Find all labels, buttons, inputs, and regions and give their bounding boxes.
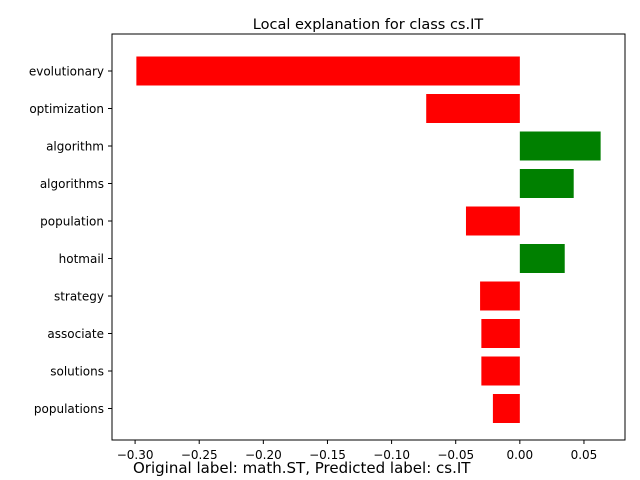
chart-title: Local explanation for class cs.IT: [253, 17, 484, 33]
y-tick-label: algorithms: [40, 177, 104, 191]
bar-populations: [492, 394, 520, 423]
bars: [136, 56, 601, 423]
x-tick-label: −0.15: [309, 448, 346, 462]
bar-evolutionary: [136, 56, 520, 86]
bar-algorithm: [519, 131, 601, 161]
x-tick-label: −0.25: [181, 448, 218, 462]
bar-strategy: [480, 281, 520, 311]
x-ticks: −0.30 −0.25 −0.20 −0.15 −0.10 −0.05 0.00 0.05: [117, 440, 598, 462]
y-tick-label: populations: [34, 402, 104, 416]
x-tick-label: −0.10: [373, 448, 410, 462]
x-tick-label: −0.30: [117, 448, 154, 462]
x-tick-label: 0.05: [571, 448, 598, 462]
bar-optimization: [426, 94, 520, 123]
y-tick-labels: evolutionary optimization algorithm algorit…: [29, 65, 112, 416]
y-tick-label: evolutionary: [29, 65, 104, 79]
x-tick-label: −0.20: [245, 448, 282, 462]
y-tick-label: solutions: [50, 365, 104, 379]
y-tick-label: population: [40, 215, 104, 229]
bar-algorithms: [519, 169, 574, 198]
x-tick-label: 0.00: [506, 448, 533, 462]
bar-hotmail: [519, 244, 565, 273]
y-tick-label: hotmail: [59, 252, 104, 266]
bar-associate: [481, 319, 520, 348]
y-tick-label: optimization: [29, 102, 104, 116]
caption: Original label: math.ST, Predicted label…: [133, 459, 471, 477]
x-tick-label: −0.05: [437, 448, 474, 462]
y-tick-label: associate: [47, 327, 104, 341]
y-tick-label: algorithm: [46, 140, 104, 154]
y-tick-label: strategy: [54, 290, 104, 304]
bar-solutions: [481, 356, 520, 386]
bar-population: [465, 206, 520, 236]
plot-frame: [111, 33, 626, 441]
